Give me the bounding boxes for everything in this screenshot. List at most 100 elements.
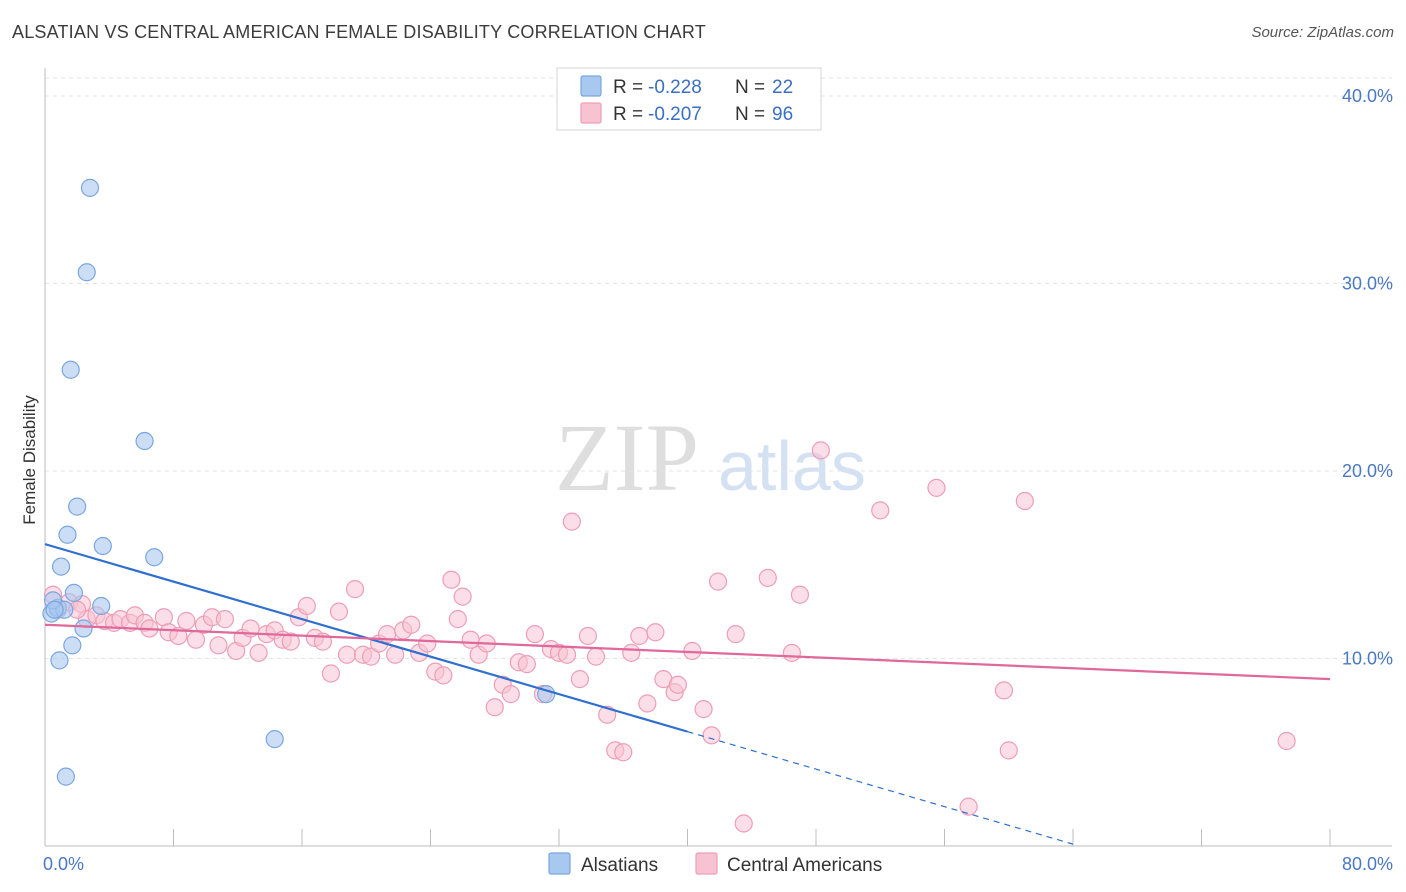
- alsatian-point: [58, 525, 77, 544]
- watermark-zip: ZIP: [555, 404, 699, 511]
- central-american-point: [622, 643, 641, 662]
- central-americans-trend-line: [44, 623, 1331, 681]
- y-tick-label: 10.0%: [1342, 649, 1393, 669]
- central-american-point: [453, 587, 472, 606]
- central-american-point: [614, 743, 633, 762]
- central-american-point: [586, 647, 606, 666]
- axes: 10.0% 20.0% 30.0% 40.0% 0.0% 80.0%: [43, 68, 1393, 874]
- alsatian-point: [80, 178, 100, 197]
- central-american-point: [154, 608, 173, 627]
- y-axis-label: Female Disability: [20, 395, 39, 525]
- legend-n-value-2: 96: [772, 104, 793, 125]
- legend-box: R = -0.228 N = 22 R = -0.207 N = 96: [556, 67, 822, 131]
- alsatian-point: [50, 651, 69, 670]
- central-american-point: [1015, 491, 1034, 511]
- central-american-point: [209, 636, 228, 655]
- central-american-point: [562, 512, 581, 531]
- bottom-legend-alsatians: Alsatians: [581, 855, 658, 876]
- alsatian-point: [61, 360, 80, 379]
- grid-lines: [45, 77, 1392, 659]
- legend-n-label-2: N =: [735, 104, 765, 125]
- central-american-point: [994, 681, 1014, 700]
- alsatian-point: [145, 548, 164, 567]
- alsatian-point: [77, 263, 96, 282]
- central-american-point: [726, 625, 745, 644]
- central-american-point: [448, 610, 467, 629]
- central-american-point: [702, 726, 721, 745]
- central-american-point: [668, 675, 687, 694]
- legend-n-label-1: N =: [735, 77, 765, 98]
- alsatian-point: [74, 619, 93, 638]
- central-american-point: [638, 694, 657, 713]
- legend-swatch-central-americans: [580, 102, 602, 124]
- central-american-point: [694, 700, 713, 719]
- legend-r-value-2: -0.207: [648, 104, 702, 125]
- central-american-point: [249, 643, 268, 662]
- central-americans-points: [43, 441, 1296, 833]
- bottom-legend-swatch-alsatians: [548, 852, 571, 875]
- legend-swatch-alsatians: [580, 75, 602, 97]
- y-tick-label: 30.0%: [1342, 274, 1393, 294]
- chart-title: ALSATIAN VS CENTRAL AMERICAN FEMALE DISA…: [12, 22, 706, 42]
- alsatian-point: [93, 536, 112, 556]
- central-american-point: [570, 670, 589, 689]
- central-american-point: [734, 814, 753, 833]
- bottom-legend: Alsatians Central Americans: [548, 852, 882, 876]
- x-tick-label: 80.0%: [1342, 854, 1393, 874]
- central-american-point: [329, 602, 349, 621]
- central-american-point: [1277, 731, 1296, 751]
- alsatian-point: [45, 600, 64, 619]
- alsatian-point: [63, 636, 82, 655]
- central-american-point: [321, 664, 341, 683]
- central-american-point: [758, 568, 777, 587]
- central-american-point: [434, 666, 453, 685]
- source-label: Source: ZipAtlas.com: [1251, 24, 1394, 41]
- central-american-point: [790, 585, 810, 604]
- legend-r-label-1: R =: [613, 77, 643, 98]
- central-american-point: [215, 610, 234, 629]
- alsatian-point: [68, 497, 87, 516]
- y-tick-label: 20.0%: [1342, 461, 1393, 481]
- central-american-point: [442, 570, 461, 589]
- central-american-point: [402, 615, 421, 634]
- watermark-atlas: atlas: [718, 427, 866, 505]
- legend-r-label-2: R =: [613, 104, 643, 125]
- central-american-point: [485, 698, 504, 717]
- central-american-point: [361, 647, 381, 666]
- alsatians-points: [42, 178, 556, 786]
- central-american-point: [578, 626, 598, 646]
- y-tick-label: 40.0%: [1342, 86, 1393, 106]
- central-american-point: [297, 596, 316, 616]
- central-american-point: [871, 501, 890, 520]
- central-american-point: [557, 645, 577, 664]
- central-american-point: [337, 645, 357, 664]
- central-american-point: [169, 626, 188, 646]
- alsatians-trend-extension: [687, 731, 1074, 845]
- legend-r-value-1: -0.228: [648, 77, 702, 98]
- bottom-legend-swatch-central-americans: [695, 852, 718, 875]
- alsatian-point: [56, 767, 75, 786]
- bottom-legend-central-americans: Central Americans: [727, 855, 882, 876]
- central-american-point: [811, 441, 830, 460]
- central-american-point: [461, 630, 480, 649]
- central-american-point: [630, 626, 649, 646]
- central-american-point: [517, 655, 536, 674]
- alsatian-point: [92, 596, 111, 616]
- central-american-point: [708, 572, 728, 591]
- central-american-point: [646, 623, 665, 642]
- central-american-point: [927, 478, 946, 497]
- central-american-point: [782, 643, 802, 662]
- central-american-point: [345, 580, 365, 599]
- central-american-point: [418, 634, 437, 653]
- trend-lines: [44, 543, 1331, 845]
- legend-n-value-1: 22: [772, 77, 793, 98]
- central-american-point: [959, 797, 978, 816]
- central-american-point: [177, 611, 196, 631]
- central-american-point: [281, 632, 300, 651]
- central-american-point: [525, 625, 545, 644]
- central-american-point: [999, 741, 1018, 760]
- central-american-point: [501, 685, 520, 704]
- x-tick-label: 0.0%: [43, 854, 84, 874]
- central-american-point: [186, 630, 206, 649]
